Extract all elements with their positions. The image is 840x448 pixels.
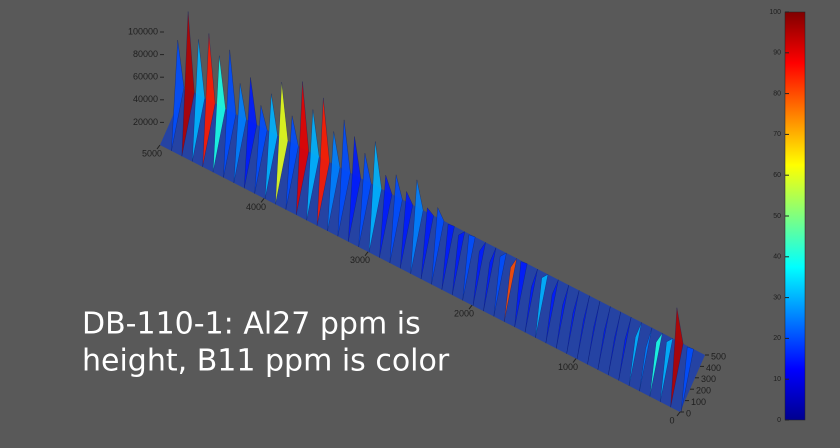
surface-spike: [680, 346, 694, 413]
surface-spike: [171, 40, 185, 151]
colorbar-tick-label: 0: [777, 417, 781, 424]
colorbar-tick-label: 10: [773, 376, 781, 383]
surface-spike: [670, 307, 684, 408]
colorbar-tick-label: 100: [769, 9, 781, 16]
y-tick-label: 100: [691, 397, 706, 407]
surface-spike: [576, 295, 590, 360]
surface-spike: [535, 274, 549, 338]
y-tick-label: 300: [701, 374, 716, 384]
z-tick-label: 40000: [133, 94, 158, 104]
x-tick-label: 3000: [350, 255, 370, 265]
surface-spike: [223, 49, 237, 178]
surface-spike: [420, 207, 434, 280]
surface-spike: [649, 333, 663, 397]
x-tick-label: 5000: [142, 148, 162, 158]
surface-spike: [608, 311, 621, 376]
x-tick: [468, 304, 473, 310]
colorbar-tick-label: 60: [773, 172, 781, 179]
x-tick-label: 4000: [246, 202, 266, 212]
colorbar-tick-label: 80: [773, 90, 781, 97]
colorbar-tick-label: 50: [773, 213, 781, 220]
surface-spike: [441, 223, 455, 290]
y-tick-label: 0: [686, 408, 691, 418]
surface-spike: [244, 77, 257, 189]
x-tick-label: 0: [669, 415, 674, 425]
surface-spike: [296, 81, 309, 215]
surface-spike: [587, 301, 601, 365]
surface-spike: [212, 55, 226, 173]
surface-spike: [327, 131, 341, 232]
surface-spike: [514, 261, 528, 328]
z-tick-label: 20000: [133, 117, 158, 127]
surface-spike: [628, 322, 642, 386]
colorbar-tick-label: 30: [773, 294, 781, 301]
caption-line: height, B11 ppm is color: [82, 344, 450, 379]
surface-spike: [483, 247, 497, 312]
surface-spike: [462, 234, 476, 301]
colorbar-tick-label: 20: [773, 335, 781, 342]
x-tick-label: 1000: [558, 362, 578, 372]
surface-spike: [192, 39, 205, 162]
surface-spike: [181, 11, 195, 157]
y-tick-label: 400: [706, 363, 721, 373]
colorbar-tick-label: 70: [773, 131, 781, 138]
surface-spike: [639, 327, 653, 392]
surface-spike: [400, 190, 413, 269]
surface-spike: [524, 268, 538, 333]
surface-spike: [379, 175, 393, 258]
surface-spike: [254, 105, 268, 194]
surface-spike: [504, 258, 517, 322]
surface-spike: [545, 279, 559, 344]
surface-spike: [452, 231, 465, 296]
surface-spike: [306, 109, 320, 221]
x-tick: [260, 198, 265, 203]
z-tick-label: 100000: [128, 26, 158, 36]
surface-spike: [358, 153, 372, 248]
surface-spike: [431, 206, 445, 285]
z-tick-label: 80000: [133, 49, 158, 59]
surface-spike: [410, 179, 424, 274]
surface-spike: [566, 290, 580, 354]
surface-spike: [264, 93, 278, 199]
colorbar-tick-label: 90: [773, 50, 781, 57]
surface-spike: [493, 252, 507, 317]
x-tick: [156, 144, 161, 150]
surface-spike: [275, 82, 289, 205]
surface-spike: [389, 174, 403, 264]
surface-spike: [597, 306, 611, 370]
surface-spike: [660, 338, 673, 402]
surface-spike: [348, 136, 361, 242]
x-tick: [572, 358, 577, 363]
x-tick: [676, 411, 681, 417]
x-tick: [364, 251, 369, 257]
surface-spike: [472, 242, 486, 306]
y-tick-label: 500: [711, 351, 726, 361]
surface-spike: [233, 83, 247, 183]
surface-spike: [556, 285, 569, 349]
x-tick-label: 2000: [454, 309, 474, 319]
y-tick-label: 200: [696, 386, 711, 396]
surface-floor: [160, 88, 705, 412]
surface-spike: [202, 33, 216, 167]
colorbar-tick-label: 40: [773, 254, 781, 261]
z-tick-label: 60000: [133, 72, 158, 82]
caption-line: DB-110-1: Al27 ppm is: [82, 307, 421, 342]
surface-spike: [337, 119, 351, 237]
surface-spike: [618, 317, 632, 381]
surface-spike: [285, 115, 299, 210]
surface-spike: [368, 141, 382, 253]
surface-spike: [316, 97, 330, 226]
